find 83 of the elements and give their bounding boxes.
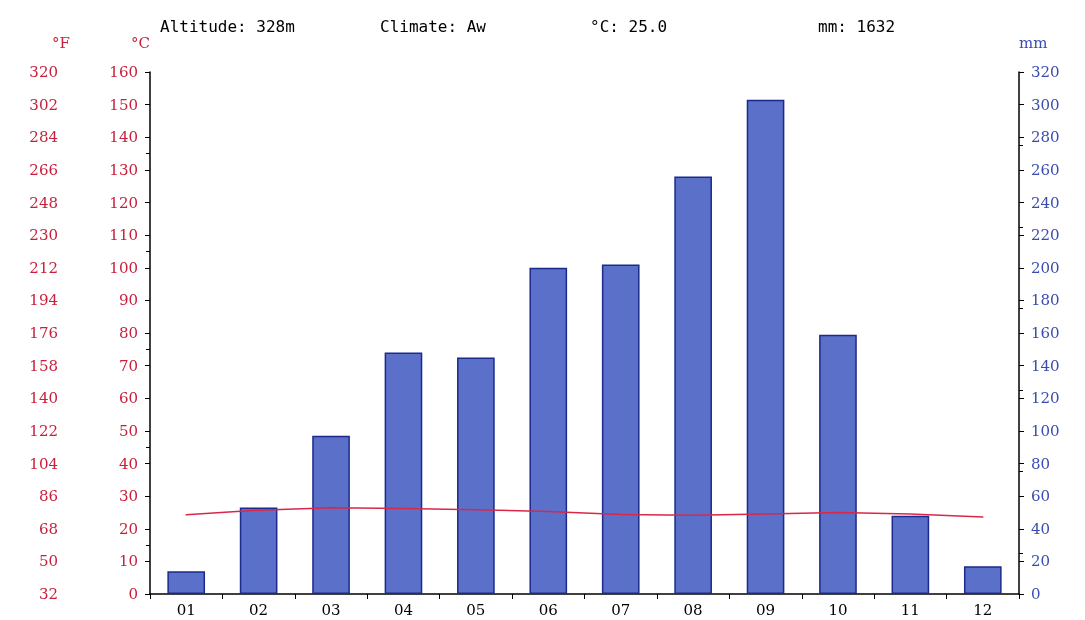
bar (963, 566, 1002, 594)
y-tick-label: 60 (118, 389, 138, 408)
text: °C: 25.0 (590, 16, 668, 36)
y2-tick-label: 20 (1031, 552, 1051, 571)
y2-tick-label: 0 (1031, 585, 1041, 603)
x-tick-label: 08 (683, 600, 703, 619)
x-tick-label: 03 (321, 600, 341, 619)
y-axis-title: °C (131, 33, 150, 52)
bar (891, 515, 930, 594)
y3-tick-label: 32 (38, 585, 58, 603)
bar (239, 507, 278, 594)
bar (167, 571, 206, 594)
y-tick-label: 150 (109, 95, 138, 114)
y2-axis-title: mm (1019, 33, 1048, 52)
y2-tick-label: 180 (1031, 291, 1060, 310)
y-tick-label: 0 (128, 585, 138, 603)
y3-tick-label: 158 (29, 356, 58, 375)
y2-tick-label: 120 (1031, 389, 1060, 408)
y3-tick-label: 266 (29, 160, 58, 179)
y2-tick-label: 320 (1031, 63, 1060, 81)
y-tick-label: 70 (118, 356, 138, 375)
x-tick-label: 02 (249, 600, 269, 619)
y-tick-label: 120 (109, 193, 138, 212)
x-tick-label: 01 (176, 600, 196, 619)
y3-tick-label: 86 (38, 487, 58, 506)
y3-tick-label: 176 (29, 324, 58, 342)
x-tick-label: 12 (973, 600, 993, 619)
text: Climate: Aw (380, 16, 487, 36)
x-tick-label: 04 (393, 600, 414, 619)
y-tick-label: 30 (118, 487, 138, 506)
y2-tick-label: 40 (1031, 519, 1051, 538)
x-tick-label: 07 (611, 600, 631, 619)
y2-tick-label: 100 (1031, 421, 1060, 440)
y3-tick-label: 140 (29, 389, 58, 408)
bar (312, 435, 350, 594)
y3-axis-title: °F (52, 33, 70, 52)
y3-tick-label: 122 (29, 421, 58, 440)
y-tick-label: 80 (118, 324, 138, 342)
y3-tick-label: 284 (29, 128, 58, 147)
y2-tick-label: 160 (1031, 324, 1060, 342)
text: Altitude: 328m (160, 16, 295, 36)
bar (457, 357, 495, 594)
bar (529, 267, 568, 594)
y2-tick-label: 280 (1031, 128, 1060, 147)
y3-tick-label: 50 (38, 552, 58, 571)
y3-tick-label: 104 (29, 454, 58, 473)
y-tick-label: 130 (109, 160, 138, 179)
y-tick-label: 100 (109, 258, 138, 277)
y2-tick-label: 300 (1031, 95, 1060, 114)
x-tick-label: 10 (828, 600, 848, 619)
line-series (185, 507, 984, 518)
y2-tick-label: 200 (1031, 258, 1060, 277)
x-tick-label: 05 (466, 600, 486, 619)
y3-tick-label: 212 (29, 258, 58, 277)
y2-tick-label: 60 (1031, 487, 1051, 506)
bar (746, 99, 785, 594)
y3-tick-label: 230 (29, 226, 58, 245)
y2-tick-label: 260 (1031, 160, 1060, 179)
x-tick-label: 11 (900, 600, 920, 619)
y3-tick-label: 68 (38, 519, 58, 538)
y-tick-label: 90 (118, 291, 138, 310)
bar (819, 334, 857, 594)
y-tick-label: 20 (118, 519, 138, 538)
y-tick-label: 10 (118, 552, 138, 571)
y-tick-label: 140 (109, 128, 138, 147)
y-tick-label: 110 (109, 226, 138, 245)
y-tick-label: 160 (109, 63, 138, 81)
y-tick-label: 50 (118, 421, 138, 440)
y2-tick-label: 220 (1031, 226, 1060, 245)
text: mm: 1632 (818, 16, 896, 36)
y2-tick-label: 140 (1031, 356, 1060, 375)
y3-tick-label: 194 (29, 291, 58, 310)
y3-tick-label: 248 (29, 193, 58, 212)
y3-tick-label: 320 (29, 63, 58, 81)
bar (384, 352, 423, 594)
bar (601, 264, 640, 594)
y3-tick-label: 302 (29, 95, 58, 114)
y-tick-label: 40 (118, 454, 138, 473)
bar (674, 176, 712, 594)
y2-tick-label: 80 (1031, 454, 1051, 473)
x-tick-label: 06 (538, 600, 558, 619)
x-tick-label: 09 (755, 600, 776, 619)
y2-tick-label: 240 (1031, 193, 1060, 212)
